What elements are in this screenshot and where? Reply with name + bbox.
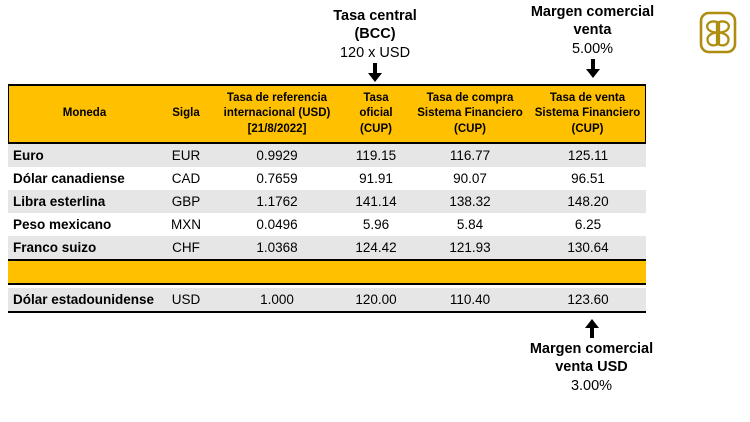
- table-row: Dólar canadiense CAD 0.7659 91.91 90.07 …: [8, 167, 646, 190]
- header-line: Tasa de venta: [549, 92, 626, 105]
- annotation-margen-venta-usd: Margen comercial venta USD 3.00%: [504, 318, 679, 395]
- rate-oficial: 141.14: [342, 190, 410, 213]
- header-line: oficial: [359, 107, 393, 120]
- currency-name: Dólar estadounidense: [8, 285, 160, 313]
- header-line: Sigla: [172, 107, 200, 120]
- rate-compra: 110.40: [410, 285, 530, 313]
- rate-compra: 121.93: [410, 236, 530, 261]
- header-row: Moneda Sigla Tasa de referencia internac…: [8, 84, 646, 144]
- header-line: Moneda: [62, 107, 107, 120]
- header-line: (CUP): [571, 122, 604, 135]
- col-header-oficial: Tasa oficial (CUP): [342, 84, 410, 144]
- annotation-tasa-central: Tasa central (BCC) 120 x USD: [300, 7, 450, 82]
- currency-code: GBP: [160, 190, 212, 213]
- up-arrow-icon: [504, 319, 679, 338]
- currency-name: Peso mexicano: [8, 213, 160, 236]
- down-arrow-icon: [510, 58, 675, 78]
- annotation-line: 5.00%: [571, 40, 614, 57]
- exchange-rates-table: Moneda Sigla Tasa de referencia internac…: [8, 84, 646, 313]
- col-header-compra: Tasa de compra Sistema Financiero (CUP): [410, 84, 530, 144]
- rate-referencia: 1.0368: [212, 236, 342, 261]
- rate-compra: 138.32: [410, 190, 530, 213]
- separator-row: [8, 261, 646, 285]
- col-header-venta: Tasa de venta Sistema Financiero (CUP): [530, 84, 646, 144]
- header-line: (CUP): [360, 122, 392, 135]
- currency-code: USD: [160, 285, 212, 313]
- rate-venta: 130.64: [530, 236, 646, 261]
- currency-code: MXN: [160, 213, 212, 236]
- table-row: Franco suizo CHF 1.0368 124.42 121.93 13…: [8, 236, 646, 261]
- col-header-referencia: Tasa de referencia internacional (USD) […: [212, 84, 342, 144]
- annotation-line: Margen comercial: [529, 341, 654, 357]
- rate-referencia: 0.0496: [212, 213, 342, 236]
- rate-compra: 116.77: [410, 144, 530, 167]
- rate-referencia: 1.1762: [212, 190, 342, 213]
- currency-name: Dólar canadiense: [8, 167, 160, 190]
- bank-logo: [699, 11, 737, 54]
- annotation-line: 120 x USD: [339, 44, 411, 61]
- rate-compra: 90.07: [410, 167, 530, 190]
- annotation-margen-venta: Margen comercial venta 5.00%: [510, 3, 675, 78]
- annotation-line: 3.00%: [570, 377, 613, 394]
- header-line: Sistema Financiero: [417, 107, 523, 120]
- table-row: Euro EUR 0.9929 119.15 116.77 125.11: [8, 144, 646, 167]
- header-line: Tasa: [363, 92, 389, 105]
- rate-oficial: 120.00: [342, 285, 410, 313]
- table-row-usd: Dólar estadounidense USD 1.000 120.00 11…: [8, 285, 646, 313]
- rate-venta: 96.51: [530, 167, 646, 190]
- currency-code: EUR: [160, 144, 212, 167]
- bank-logo-icon: [699, 11, 737, 54]
- rate-venta: 125.11: [530, 144, 646, 167]
- currency-name: Franco suizo: [8, 236, 160, 261]
- currency-code: CHF: [160, 236, 212, 261]
- rate-referencia: 0.9929: [212, 144, 342, 167]
- header-line: internacional (USD): [223, 107, 331, 120]
- rate-venta: 148.20: [530, 190, 646, 213]
- annotation-line: Margen comercial: [530, 4, 655, 20]
- header-line: Tasa de compra: [426, 92, 514, 105]
- rate-referencia: 1.000: [212, 285, 342, 313]
- annotation-line: (BCC): [354, 26, 396, 43]
- rate-oficial: 5.96: [342, 213, 410, 236]
- header-line: Sistema Financiero: [534, 107, 641, 120]
- rate-oficial: 91.91: [342, 167, 410, 190]
- annotation-line: venta USD: [555, 359, 628, 376]
- table-row: Libra esterlina GBP 1.1762 141.14 138.32…: [8, 190, 646, 213]
- annotation-line: Tasa central: [333, 8, 417, 24]
- header-line: [21/8/2022]: [247, 122, 307, 135]
- rate-oficial: 119.15: [342, 144, 410, 167]
- col-header-sigla: Sigla: [160, 84, 212, 144]
- header-line: (CUP): [454, 122, 486, 135]
- header-line: Tasa de referencia: [226, 92, 328, 105]
- annotation-line: venta: [573, 22, 612, 39]
- currency-name: Euro: [8, 144, 160, 167]
- currency-code: CAD: [160, 167, 212, 190]
- col-header-moneda: Moneda: [8, 84, 160, 144]
- rate-referencia: 0.7659: [212, 167, 342, 190]
- table-row: Peso mexicano MXN 0.0496 5.96 5.84 6.25: [8, 213, 646, 236]
- rate-compra: 5.84: [410, 213, 530, 236]
- rate-venta: 123.60: [530, 285, 646, 313]
- separator-cell: [8, 261, 646, 285]
- currency-name: Libra esterlina: [8, 190, 160, 213]
- rate-oficial: 124.42: [342, 236, 410, 261]
- rate-venta: 6.25: [530, 213, 646, 236]
- down-arrow-icon: [300, 62, 450, 82]
